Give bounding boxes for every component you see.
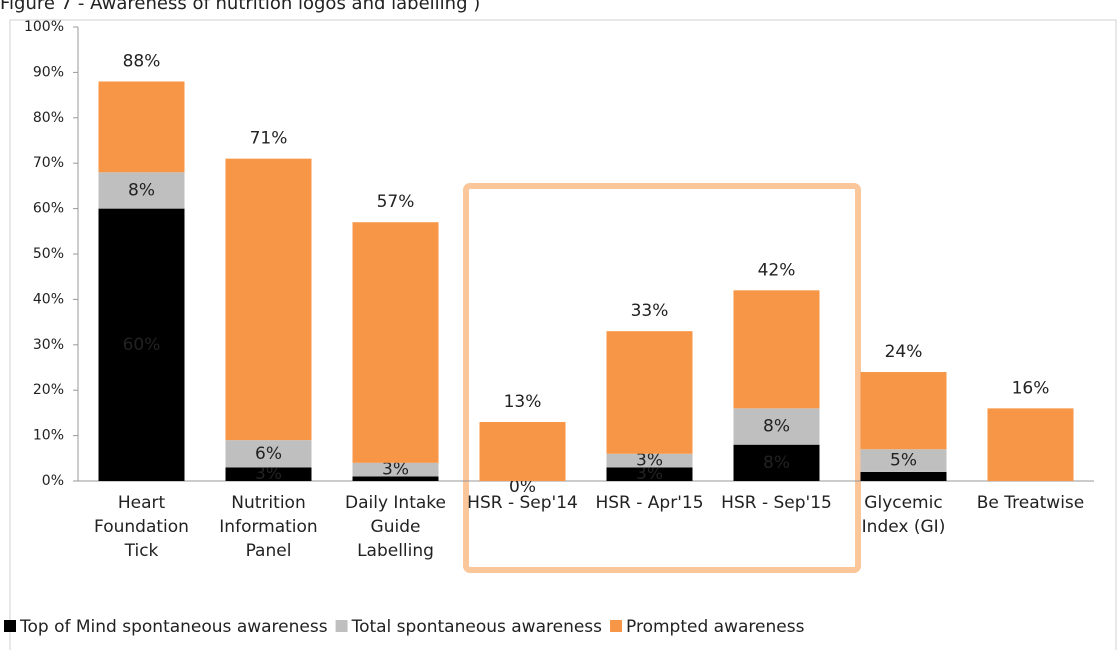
bar-segment (606, 331, 693, 454)
data-label: 3% (636, 464, 663, 484)
data-label: 3% (636, 451, 663, 471)
total-label: 88% (123, 51, 161, 71)
y-tick-label: 30% (33, 337, 64, 353)
data-label: 3% (255, 464, 282, 484)
x-tick-label: HSR - Sep'15 (721, 493, 832, 513)
bar-segment (733, 408, 820, 445)
y-tick-label: 60% (33, 201, 64, 217)
y-tick-label: 20% (33, 382, 64, 398)
bar-segment (98, 172, 185, 209)
bar-segment (225, 467, 312, 481)
total-label: 42% (758, 260, 796, 280)
x-tick-label: Labelling (357, 541, 434, 561)
x-tick-label: Nutrition (231, 493, 305, 513)
chart-title: Figure 7 - Awareness of nutrition logos … (0, 0, 480, 14)
y-tick-label: 40% (33, 291, 64, 307)
total-label: 33% (631, 301, 669, 321)
highlight-box (463, 183, 861, 573)
bar-segment (352, 222, 439, 463)
bar-segment (479, 421, 566, 481)
legend-swatch (4, 620, 16, 632)
bar-segment (98, 81, 185, 173)
data-label: 8% (763, 453, 790, 473)
data-label: 8% (763, 417, 790, 437)
x-tick-label: HSR - Apr'15 (595, 493, 703, 513)
x-tick-label: Index (GI) (862, 517, 946, 537)
bar-segment (352, 462, 439, 477)
y-tick-label: 50% (33, 246, 64, 262)
x-tick-label: Tick (124, 541, 159, 561)
y-tick-label: 70% (33, 155, 64, 171)
total-label: 71% (250, 129, 288, 149)
bar-segment (352, 476, 439, 481)
bar-segment (225, 158, 312, 441)
bar-segment (733, 444, 820, 481)
data-label: 0% (509, 477, 536, 497)
legend-label: Top of Mind spontaneous awareness (19, 617, 328, 637)
x-tick-label: Foundation (94, 517, 189, 537)
total-label: 24% (885, 342, 923, 362)
legend-label: Total spontaneous awareness (351, 617, 603, 637)
bar-segment (860, 471, 947, 481)
bar-segment (860, 449, 947, 472)
y-tick-label: 0% (42, 473, 64, 489)
total-label: 57% (377, 192, 415, 212)
data-label: 60% (123, 335, 161, 355)
y-tick-label: 90% (33, 64, 64, 80)
chart-border (9, 19, 1117, 650)
data-label: 8% (128, 180, 155, 200)
data-label: 6% (255, 444, 282, 464)
bar-segment (733, 290, 820, 409)
data-label: 5% (890, 451, 917, 471)
bar-segment (606, 467, 693, 481)
y-tick-label: 10% (33, 428, 64, 444)
total-label: 13% (504, 392, 542, 412)
data-label: 3% (382, 460, 409, 480)
total-label: 16% (1012, 378, 1050, 398)
x-tick-label: Panel (246, 541, 292, 561)
bar-segment (225, 440, 312, 468)
bar-segment (987, 408, 1074, 481)
y-tick-label: 80% (33, 110, 64, 126)
x-tick-label: Glycemic (864, 493, 942, 513)
legend-swatch (335, 620, 348, 632)
bar-segment (98, 208, 185, 481)
legend-label: Prompted awareness (626, 617, 805, 637)
x-tick-label: Daily Intake (345, 493, 446, 513)
x-tick-label: HSR - Sep'14 (467, 493, 578, 513)
x-tick-label: Guide (371, 517, 421, 537)
x-tick-label: Heart (118, 493, 166, 513)
bar-segment (606, 453, 693, 468)
bar-segment (860, 372, 947, 450)
x-tick-label: Information (219, 517, 317, 537)
legend-swatch (610, 620, 623, 632)
y-tick-label: 100% (24, 19, 64, 35)
x-tick-label: Be Treatwise (977, 493, 1085, 513)
